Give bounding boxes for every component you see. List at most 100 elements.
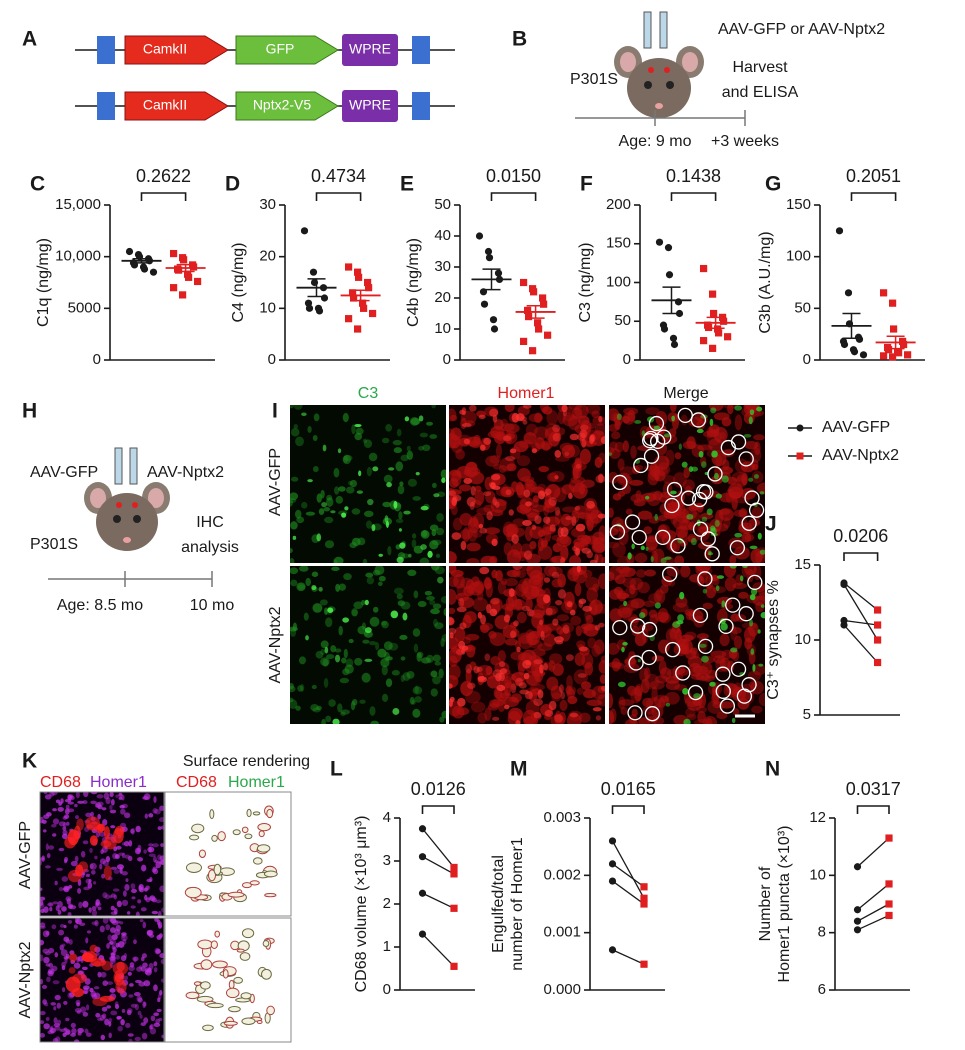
blob (630, 493, 645, 503)
blob (69, 905, 77, 910)
blob (326, 497, 334, 507)
blob (672, 514, 689, 530)
blob (360, 599, 366, 606)
significance-bracket (611, 805, 645, 814)
data-point (850, 348, 859, 356)
image-frame (164, 917, 292, 1043)
blob (683, 718, 691, 724)
error-bar (307, 278, 326, 298)
blob (443, 608, 446, 616)
colocalization-circle (697, 571, 713, 587)
blob (665, 628, 677, 644)
annotation: analysis (181, 539, 239, 556)
blob (44, 1002, 49, 1007)
blob (299, 656, 306, 665)
blob (449, 696, 455, 702)
blob (592, 583, 600, 592)
blob (490, 656, 501, 666)
blob (43, 792, 48, 795)
blob (516, 569, 527, 579)
blob (738, 591, 749, 599)
blob (489, 632, 506, 646)
blob (140, 864, 147, 872)
data-point (354, 325, 362, 333)
blob (496, 684, 506, 692)
blob (402, 672, 411, 681)
surface-object (188, 834, 200, 841)
blob (628, 651, 636, 660)
blob (522, 660, 532, 669)
blob (548, 431, 560, 447)
blob (572, 465, 579, 480)
y-tick-label: 0.003 (543, 809, 581, 826)
data-point (890, 325, 898, 333)
blob (484, 527, 500, 535)
blob (100, 840, 112, 848)
blob (571, 516, 577, 527)
blob (398, 528, 402, 532)
blob (526, 609, 535, 617)
blob (95, 899, 100, 906)
blob (508, 588, 515, 597)
blob (511, 671, 527, 682)
blob (727, 405, 734, 415)
blob (547, 472, 559, 482)
blob (99, 925, 105, 933)
blob (568, 405, 582, 411)
surface-object (246, 808, 252, 818)
blob (127, 971, 132, 976)
blob (679, 591, 685, 600)
blob (598, 622, 605, 628)
blob (548, 497, 557, 506)
blob (391, 669, 400, 676)
blob (544, 423, 559, 438)
blob (555, 506, 561, 516)
blob (543, 503, 556, 513)
blob (41, 855, 45, 862)
surface-object (241, 1017, 256, 1025)
blob (119, 921, 124, 925)
blob (716, 575, 725, 579)
error-bar (526, 305, 545, 319)
blob (77, 800, 85, 804)
surface-object (185, 991, 200, 1000)
blob (312, 603, 323, 613)
blob (85, 812, 92, 818)
blob (756, 482, 765, 495)
blob (470, 485, 476, 496)
data-point (364, 278, 372, 287)
blob (158, 921, 163, 929)
blob (102, 892, 108, 899)
blob (470, 701, 486, 713)
blob (290, 498, 293, 507)
blob (674, 452, 682, 460)
pair-line (612, 949, 645, 965)
blob (744, 566, 757, 576)
blob (566, 675, 573, 690)
blob (701, 655, 709, 663)
blob (699, 456, 707, 467)
blob (733, 509, 747, 518)
blob (451, 705, 465, 719)
blob (143, 793, 151, 801)
blob (54, 880, 58, 886)
blob (343, 648, 348, 659)
y-tick-label: 150 (786, 196, 811, 213)
blob (129, 962, 135, 968)
surface-object (217, 831, 226, 842)
blob (658, 697, 666, 709)
surface-object (207, 869, 217, 882)
blob (639, 612, 646, 619)
blob (580, 479, 595, 488)
blob (133, 957, 137, 963)
blob (685, 707, 696, 718)
blob (578, 646, 588, 652)
blob (158, 859, 164, 865)
blob (617, 472, 631, 484)
blob (670, 490, 677, 495)
blob (62, 816, 68, 820)
blob (85, 1004, 90, 1011)
blob (573, 669, 588, 685)
blob (148, 813, 154, 818)
blob (430, 670, 438, 678)
